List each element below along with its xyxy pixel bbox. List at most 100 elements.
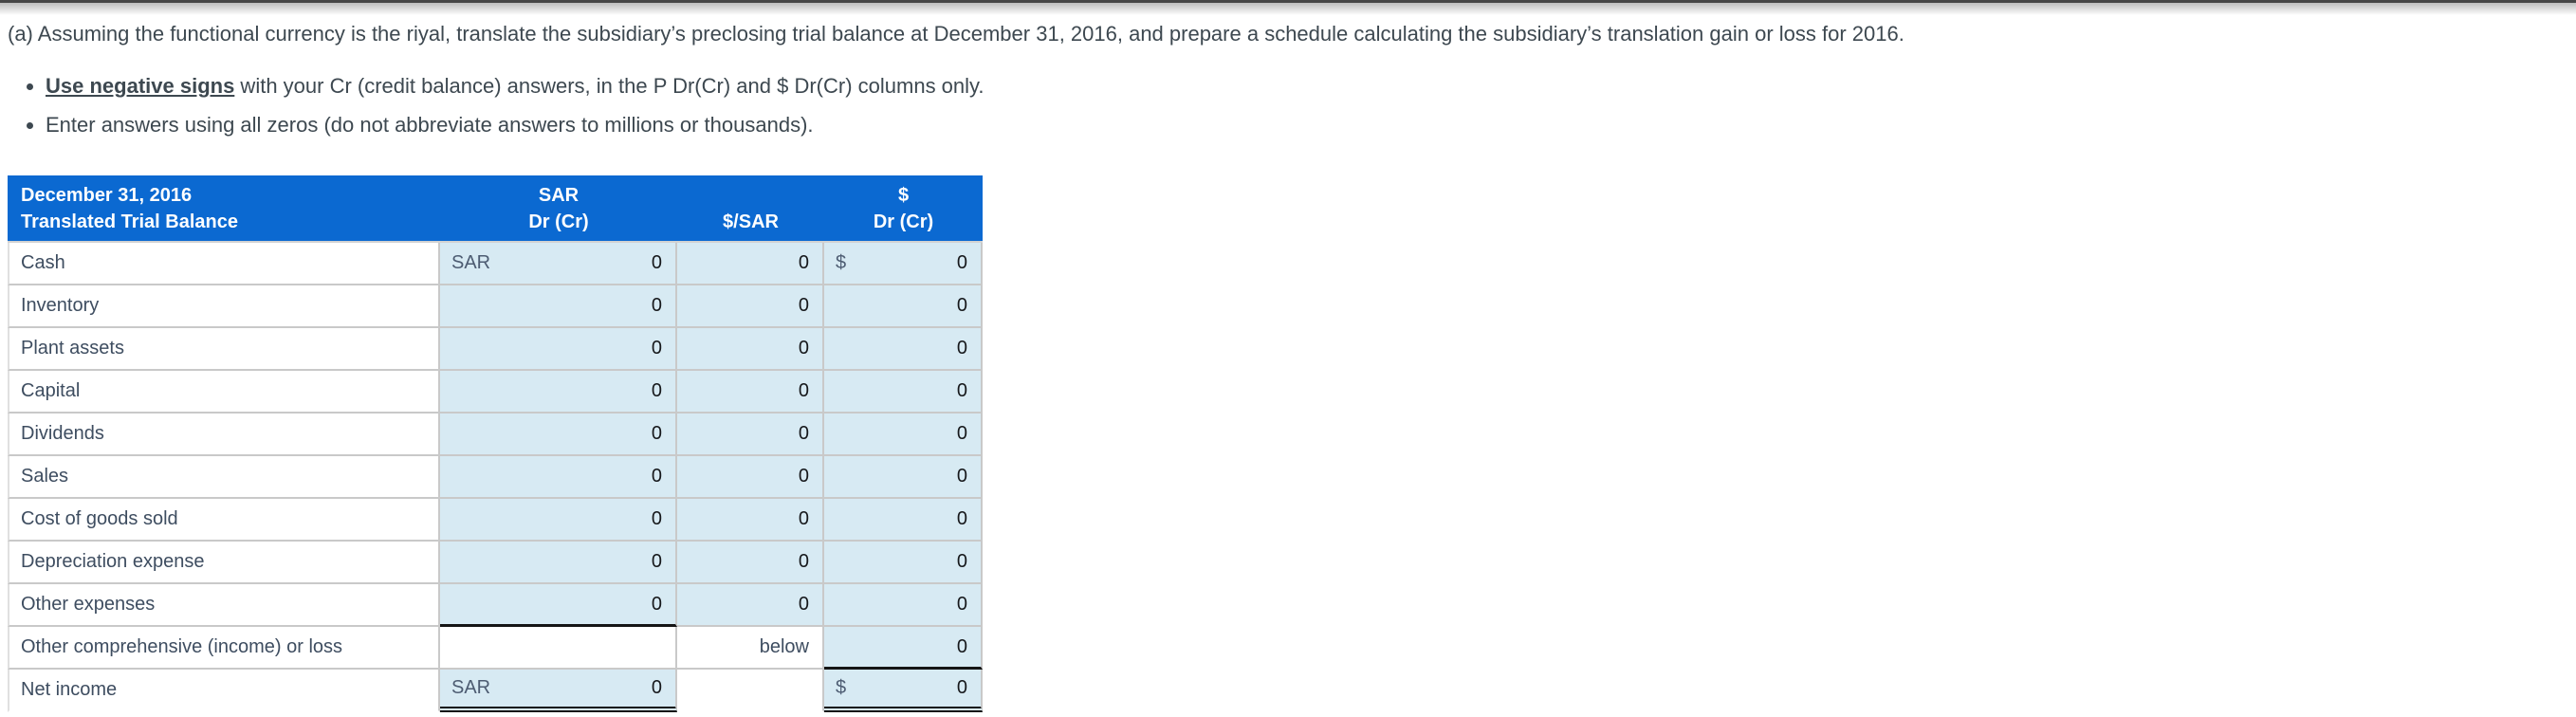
row-label: Cost of goods sold <box>8 499 440 542</box>
note-rest-text: with your Cr (credit balance) answers, i… <box>234 74 984 98</box>
sar-dr-cr-input[interactable]: 0 <box>440 584 677 627</box>
panel-top-edge <box>0 0 2576 3</box>
exchange-rate-input[interactable]: 0 <box>677 243 824 285</box>
note-all-zeros: Enter answers using all zeros (do not ab… <box>46 111 2565 139</box>
cell-value: 0 <box>798 295 809 316</box>
sar-dr-cr-input[interactable]: 0 <box>440 499 677 542</box>
usd-dr-cr-input[interactable]: $0 <box>824 243 983 285</box>
row-label: Cash <box>8 243 440 285</box>
sar-dr-cr-input[interactable]: 0 <box>440 456 677 499</box>
sar-dr-cr-input[interactable]: 0 <box>440 542 677 584</box>
exchange-rate-input[interactable]: 0 <box>677 371 824 414</box>
cell-value: 0 <box>798 338 809 358</box>
translated-trial-balance-table: December 31, 2016 Translated Trial Balan… <box>8 175 983 712</box>
cell-value: 0 <box>956 677 967 698</box>
header-usd: $ <box>897 185 910 206</box>
sar-dr-cr-blank-cell <box>440 627 677 670</box>
usd-dr-cr-input[interactable]: 0 <box>824 542 983 584</box>
row-label: Net income <box>8 670 440 712</box>
table-row: Other comprehensive (income) or loss belo… <box>8 627 983 670</box>
currency-prefix: SAR <box>451 677 491 698</box>
sar-dr-cr-input[interactable]: 0 <box>440 414 677 456</box>
table-row: Sales 0 0 0 <box>8 456 983 499</box>
currency-prefix: $ <box>836 677 847 698</box>
exchange-rate-input[interactable]: 0 <box>677 328 824 371</box>
header-table-name: Translated Trial Balance <box>21 211 238 232</box>
row-label: Plant assets <box>8 328 440 371</box>
table-header: December 31, 2016 Translated Trial Balan… <box>8 175 983 241</box>
usd-dr-cr-input[interactable]: 0 <box>824 285 983 328</box>
cell-value: below <box>759 636 809 657</box>
exchange-rate-blank-cell <box>677 670 824 712</box>
exchange-rate-input[interactable]: 0 <box>677 584 824 627</box>
cell-value: 0 <box>956 423 967 444</box>
question-instruction: (a) Assuming the functional currency is … <box>8 19 2565 48</box>
table-row: Inventory 0 0 0 <box>8 285 983 328</box>
cell-value: 0 <box>651 380 662 401</box>
table-row: Other expenses 0 0 0 <box>8 584 983 627</box>
sar-dr-cr-input[interactable]: SAR 0 <box>440 243 677 285</box>
question-panel: (a) Assuming the functional currency is … <box>0 15 2576 712</box>
exchange-rate-input[interactable]: 0 <box>677 499 824 542</box>
cell-value: 0 <box>651 466 662 487</box>
cell-value: 0 <box>798 252 809 273</box>
cell-value: 0 <box>956 466 967 487</box>
header-sar-drcr: Dr (Cr) <box>528 211 589 232</box>
exchange-rate-input[interactable]: 0 <box>677 285 824 328</box>
usd-dr-cr-input[interactable]: 0 <box>824 499 983 542</box>
cell-value: 0 <box>956 551 967 572</box>
row-label: Other comprehensive (income) or loss <box>8 627 440 670</box>
header-usd-column: $ Dr (Cr) <box>824 182 983 235</box>
usd-dr-cr-input[interactable]: 0 <box>824 456 983 499</box>
cell-value: 0 <box>651 677 662 698</box>
usd-dr-cr-input[interactable]: $0 <box>824 670 983 712</box>
table-row: Plant assets 0 0 0 <box>8 328 983 371</box>
cell-value: 0 <box>956 594 967 615</box>
cell-value: 0 <box>651 423 662 444</box>
exchange-rate-input[interactable]: 0 <box>677 456 824 499</box>
panel-top-shadow <box>0 3 2576 15</box>
sar-dr-cr-input[interactable]: 0 <box>440 285 677 328</box>
cell-value: 0 <box>798 508 809 529</box>
header-rate-column: $/SAR <box>677 182 824 235</box>
cell-value: 0 <box>956 635 967 657</box>
cell-value: 0 <box>798 423 809 444</box>
usd-dr-cr-input[interactable]: 0 <box>824 328 983 371</box>
cell-value: 0 <box>956 252 967 273</box>
row-label: Other expenses <box>8 584 440 627</box>
cell-value: 0 <box>651 551 662 572</box>
cell-value: 0 <box>798 380 809 401</box>
usd-dr-cr-input[interactable]: 0 <box>824 414 983 456</box>
table-row: Capital 0 0 0 <box>8 371 983 414</box>
instruction-notes: Use negative signs with your Cr (credit … <box>8 72 2565 139</box>
exchange-rate-static-text: below <box>677 627 824 670</box>
cell-value: 0 <box>651 338 662 358</box>
header-usd-drcr: Dr (Cr) <box>873 211 934 232</box>
instruction-text: (a) Assuming the functional currency is … <box>8 22 1904 46</box>
exchange-rate-input[interactable]: 0 <box>677 542 824 584</box>
sar-dr-cr-input[interactable]: 0 <box>440 328 677 371</box>
row-label: Depreciation expense <box>8 542 440 584</box>
row-label: Capital <box>8 371 440 414</box>
currency-prefix: $ <box>836 252 847 273</box>
sar-dr-cr-input[interactable]: SAR 0 <box>440 670 677 712</box>
cell-value: 0 <box>651 295 662 316</box>
usd-dr-cr-input[interactable]: 0 <box>824 627 983 670</box>
note-negative-signs: Use negative signs with your Cr (credit … <box>46 72 2565 101</box>
header-date: December 31, 2016 <box>21 185 193 206</box>
row-label: Sales <box>8 456 440 499</box>
sar-dr-cr-input[interactable]: 0 <box>440 371 677 414</box>
cell-value: 0 <box>956 338 967 358</box>
header-sar: SAR <box>538 185 580 206</box>
cell-value: 0 <box>651 252 662 273</box>
exchange-rate-input[interactable]: 0 <box>677 414 824 456</box>
cell-value: 0 <box>798 466 809 487</box>
table-body: Cash SAR 0 0 $0 Inventory 0 0 0 Plant assets 0 0 0 Ca… <box>8 241 983 712</box>
table-row: Depreciation expense 0 0 0 <box>8 542 983 584</box>
usd-dr-cr-input[interactable]: 0 <box>824 584 983 627</box>
header-title-cell: December 31, 2016 Translated Trial Balan… <box>8 182 440 235</box>
usd-dr-cr-input[interactable]: 0 <box>824 371 983 414</box>
cell-value: 0 <box>956 295 967 316</box>
header-rate-blank <box>677 182 824 209</box>
table-row: Cost of goods sold 0 0 0 <box>8 499 983 542</box>
